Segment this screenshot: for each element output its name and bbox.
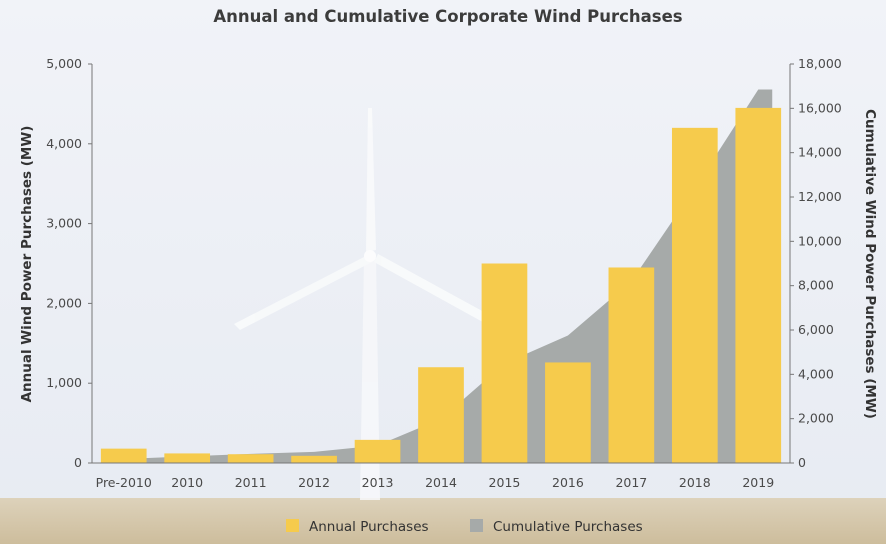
- right-tick-label: 4,000: [798, 366, 834, 381]
- right-tick-label: 0: [798, 455, 806, 470]
- right-axis-ticks: 0 2,000 4,000 6,000 8,000 10,000 12,000 14,000 1…: [790, 56, 842, 470]
- annual-bar-2016: [545, 362, 591, 463]
- wind-turbine-illustration: [234, 108, 495, 500]
- right-tick-label: 12,000: [798, 189, 842, 204]
- legend-label-annual: Annual Purchases: [309, 519, 429, 535]
- x-tick-label: 2017: [615, 475, 647, 490]
- chart-title: Annual and Cumulative Corporate Wind Pur…: [213, 7, 682, 26]
- left-tick-label: 0: [74, 455, 82, 470]
- legend-swatch-cumulative: [470, 519, 483, 532]
- x-tick-label: 2013: [362, 475, 394, 490]
- field-background: [0, 498, 886, 544]
- legend-label-cumulative: Cumulative Purchases: [493, 519, 643, 535]
- right-tick-label: 6,000: [798, 322, 834, 337]
- x-tick-label: 2016: [552, 475, 584, 490]
- left-axis-ticks: 0 1,000 2,000 3,000 4,000 5,000: [46, 56, 92, 470]
- x-axis-ticks: Pre-2010 2010 2011 2012 2013 2014 2015 2016 2017…: [96, 475, 775, 490]
- left-tick-label: 2,000: [46, 295, 82, 310]
- left-tick-label: 1,000: [46, 375, 82, 390]
- x-tick-label: 2015: [489, 475, 521, 490]
- x-tick-label: 2019: [742, 475, 774, 490]
- x-tick-label: 2014: [425, 475, 457, 490]
- left-axis-label: Annual Wind Power Purchases (MW): [19, 126, 35, 403]
- right-axis-label: Cumulative Wind Power Purchases (MW): [862, 109, 878, 419]
- annual-bar-2011: [227, 454, 274, 463]
- annual-bar-2012: [291, 455, 337, 463]
- right-tick-label: 18,000: [798, 56, 842, 71]
- right-tick-label: 16,000: [798, 100, 842, 115]
- left-tick-label: 3,000: [46, 216, 82, 231]
- x-tick-label: 2010: [171, 475, 203, 490]
- annual-bars-layer: [100, 107, 782, 463]
- left-tick-label: 5,000: [46, 56, 82, 71]
- left-tick-label: 4,000: [46, 136, 82, 151]
- x-tick-label: 2011: [235, 475, 267, 490]
- annual-bar-pre-2010: [100, 448, 147, 463]
- x-tick-label: 2012: [298, 475, 330, 490]
- annual-bar-2017: [608, 267, 655, 463]
- right-tick-label: 2,000: [798, 411, 834, 426]
- x-tick-label: 2018: [679, 475, 711, 490]
- annual-bar-2015: [481, 263, 528, 463]
- annual-bar-2010: [164, 453, 211, 463]
- annual-bar-2014: [418, 367, 464, 463]
- annual-bar-2018: [671, 127, 718, 463]
- legend-swatch-annual: [286, 519, 299, 532]
- right-tick-label: 10,000: [798, 233, 842, 248]
- annual-bar-2013: [354, 439, 401, 463]
- right-tick-label: 14,000: [798, 145, 842, 160]
- legend: Annual Purchases Cumulative Purchases: [286, 519, 643, 535]
- right-tick-label: 8,000: [798, 278, 834, 293]
- x-tick-label: Pre-2010: [96, 475, 152, 490]
- annual-bar-2019: [735, 107, 782, 463]
